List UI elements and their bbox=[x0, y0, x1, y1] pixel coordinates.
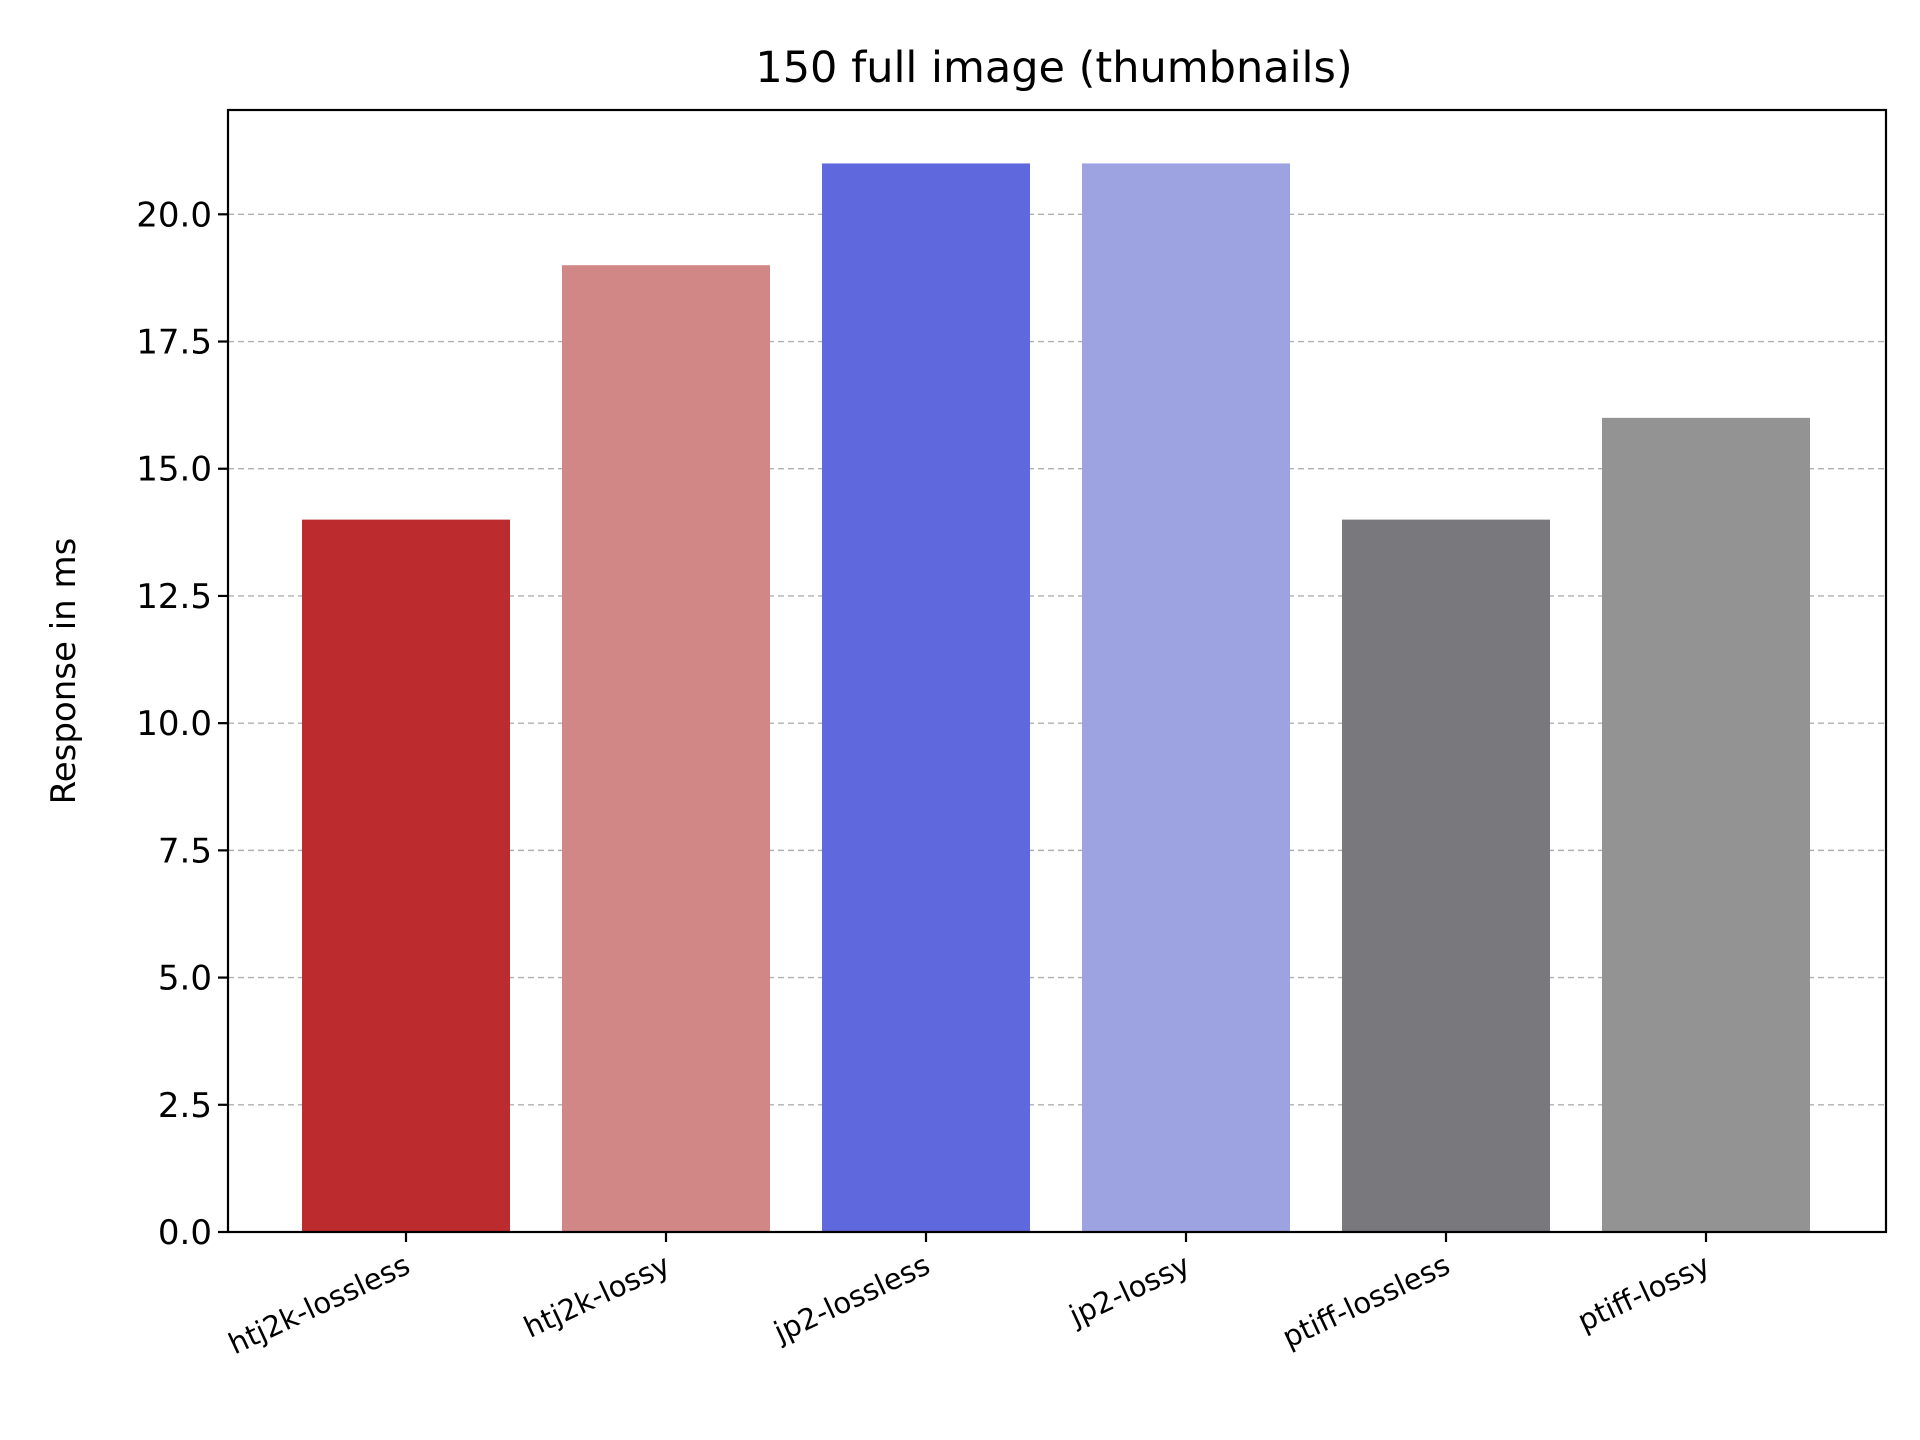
bars bbox=[302, 163, 1810, 1232]
bar-ptiff-lossy bbox=[1602, 417, 1810, 1232]
y-tick-label: 15.0 bbox=[136, 450, 212, 490]
y-tick-label: 7.5 bbox=[158, 831, 212, 871]
bar-htj2k-lossy bbox=[562, 265, 770, 1232]
x-tick-label: ptiff-lossy bbox=[1572, 1248, 1715, 1339]
y-axis-label: Response in ms bbox=[44, 538, 84, 805]
y-tick-label: 0.0 bbox=[158, 1213, 212, 1253]
bar-ptiff-lossless bbox=[1342, 519, 1550, 1232]
y-tick-label: 12.5 bbox=[136, 577, 212, 617]
x-tick-label: jp2-lossy bbox=[1063, 1248, 1195, 1334]
y-tick-label: 10.0 bbox=[136, 704, 212, 744]
x-tick-label: htj2k-lossy bbox=[519, 1248, 675, 1345]
x-axis: htj2k-lossless htj2k-lossy jp2-lossless jp2… bbox=[223, 1232, 1715, 1361]
bar-jp2-lossless bbox=[822, 163, 1030, 1232]
x-tick-label: htj2k-lossless bbox=[223, 1248, 415, 1362]
y-tick-label: 17.5 bbox=[136, 323, 212, 363]
y-tick-label: 2.5 bbox=[158, 1086, 212, 1126]
x-tick-label: ptiff-lossless bbox=[1277, 1248, 1455, 1355]
bar-htj2k-lossless bbox=[302, 519, 510, 1232]
x-tick-label: jp2-lossless bbox=[768, 1248, 935, 1350]
y-tick-label: 5.0 bbox=[158, 959, 212, 999]
bar-jp2-lossy bbox=[1082, 163, 1290, 1232]
chart-title: 150 full image (thumbnails) bbox=[755, 43, 1352, 93]
y-axis: 0.0 2.5 5.0 7.5 10.0 12.5 15.0 17.5 20.0 bbox=[136, 195, 228, 1253]
plot-frame bbox=[226, 108, 1888, 1234]
y-tick-label: 20.0 bbox=[136, 195, 212, 235]
